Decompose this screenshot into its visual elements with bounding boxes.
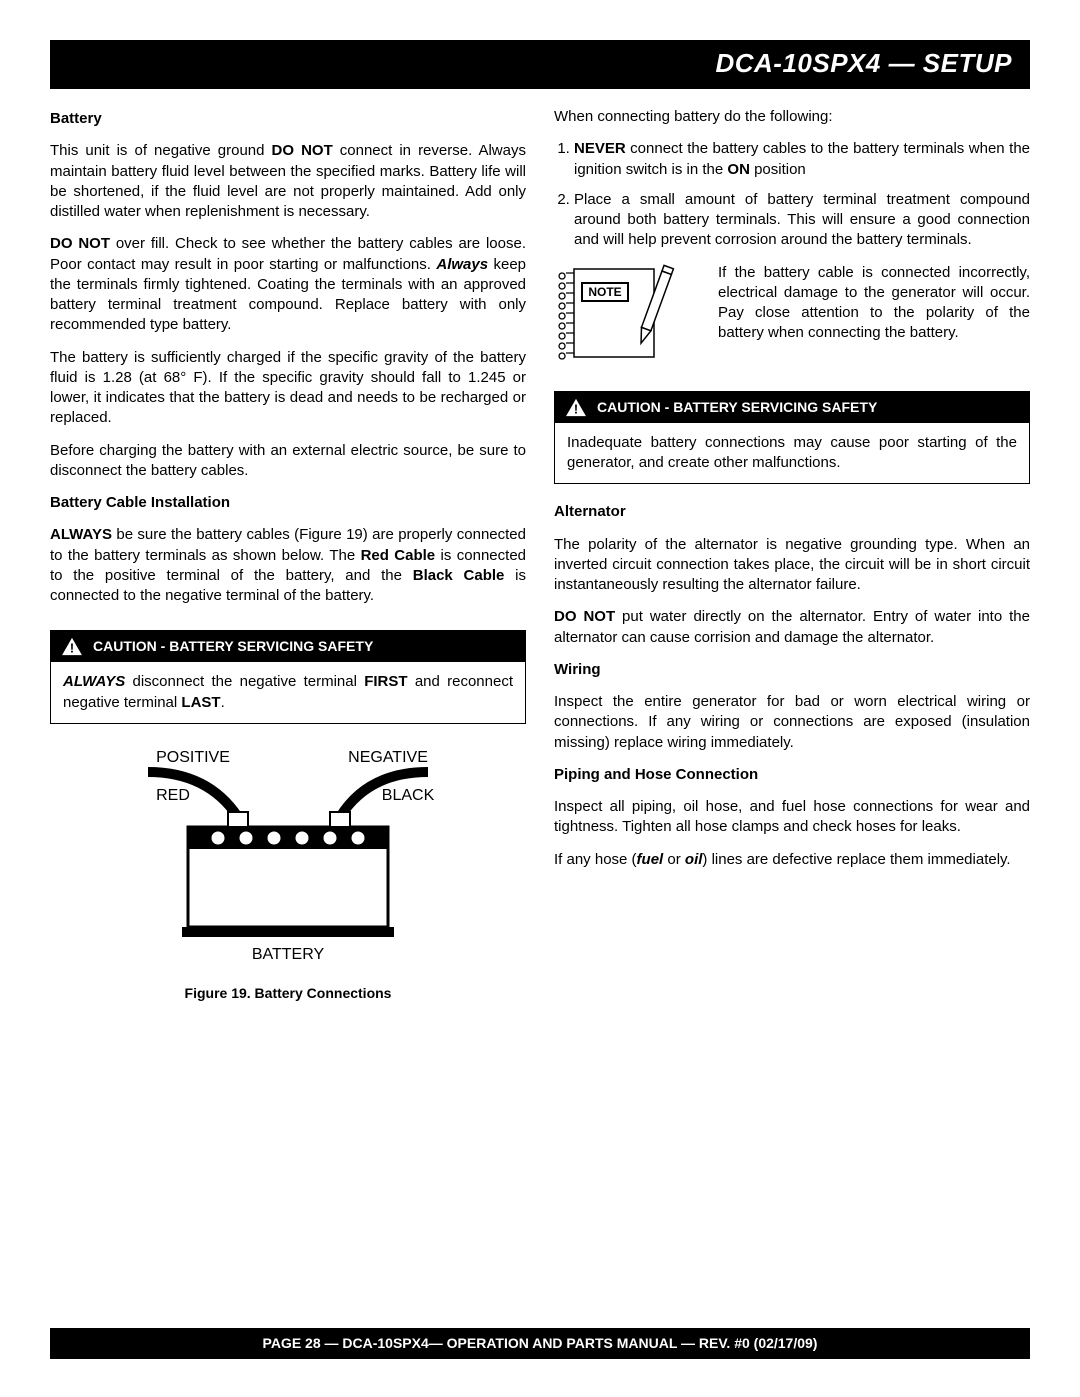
piping-p1: Inspect all piping, oil hose, and fuel h… [554, 797, 1030, 838]
figure-caption: Figure 19. Battery Connections [50, 984, 526, 1003]
battery-diagram: POSITIVE NEGATIVE RED BLACK [118, 742, 458, 972]
battery-heading: Battery [50, 109, 526, 129]
note-block: NOTE If the battery cable is connected i… [554, 263, 1030, 369]
caution-box-2: ! CAUTION - BATTERY SERVICING SAFETY Ina… [554, 391, 1030, 485]
header-title: DCA-10SPX4 — SETUP [715, 48, 1012, 78]
caution-title-2: CAUTION - BATTERY SERVICING SAFETY [597, 398, 877, 417]
caution-header-1: ! CAUTION - BATTERY SERVICING SAFETY [51, 631, 525, 662]
label-battery: BATTERY [252, 946, 325, 963]
battery-para-2: DO NOT over fill. Check to see whether t… [50, 234, 526, 335]
label-positive: POSITIVE [156, 749, 230, 766]
right-column: When connecting battery do the following… [554, 107, 1030, 1003]
battery-para-1: This unit is of negative ground DO NOT c… [50, 141, 526, 222]
note-icon: NOTE [554, 263, 704, 369]
svg-text:!: ! [574, 402, 578, 416]
step-1: NEVER connect the battery cables to the … [574, 139, 1030, 180]
warning-icon: ! [565, 398, 587, 417]
battery-para-4: Before charging the battery with an exte… [50, 441, 526, 482]
caution-header-2: ! CAUTION - BATTERY SERVICING SAFETY [555, 392, 1029, 423]
figure-19: POSITIVE NEGATIVE RED BLACK [50, 742, 526, 1003]
piping-p2: If any hose (fuel or oil) lines are defe… [554, 850, 1030, 870]
caution-body-2: Inadequate battery connections may cause… [555, 423, 1029, 484]
caution-body-1: ALWAYS disconnect the negative terminal … [51, 662, 525, 723]
alternator-p2: DO NOT put water directly on the alterna… [554, 607, 1030, 648]
connect-steps: NEVER connect the battery cables to the … [554, 139, 1030, 250]
step-2: Place a small amount of battery terminal… [574, 190, 1030, 251]
wiring-p: Inspect the entire generator for bad or … [554, 692, 1030, 753]
warning-icon: ! [61, 637, 83, 656]
cable-para: ALWAYS be sure the battery cables (Figur… [50, 525, 526, 606]
content-columns: Battery This unit is of negative ground … [50, 107, 1030, 1003]
svg-text:NOTE: NOTE [588, 285, 621, 299]
wiring-heading: Wiring [554, 660, 1030, 680]
battery-para-3: The battery is sufficiently charged if t… [50, 348, 526, 429]
piping-heading: Piping and Hose Connection [554, 765, 1030, 785]
left-column: Battery This unit is of negative ground … [50, 107, 526, 1003]
label-black: BLACK [382, 787, 435, 804]
page-header: DCA-10SPX4 — SETUP [50, 40, 1030, 89]
cable-heading: Battery Cable Installation [50, 493, 526, 513]
alternator-heading: Alternator [554, 502, 1030, 522]
note-text: If the battery cable is connected incorr… [718, 263, 1030, 344]
caution-box-1: ! CAUTION - BATTERY SERVICING SAFETY ALW… [50, 630, 526, 724]
page-footer: PAGE 28 — DCA-10SPX4— OPERATION AND PART… [50, 1328, 1030, 1359]
caution-title-1: CAUTION - BATTERY SERVICING SAFETY [93, 637, 373, 656]
alternator-p1: The polarity of the alternator is negati… [554, 535, 1030, 596]
svg-text:!: ! [70, 642, 74, 656]
label-red: RED [156, 787, 190, 804]
label-negative: NEGATIVE [348, 749, 428, 766]
connect-intro: When connecting battery do the following… [554, 107, 1030, 127]
